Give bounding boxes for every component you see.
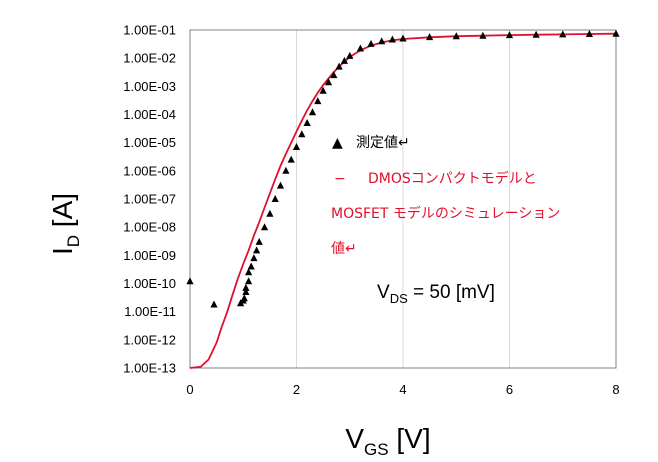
measured-markers bbox=[186, 29, 620, 308]
measured-point bbox=[388, 35, 396, 43]
measured-point bbox=[308, 108, 317, 116]
plot-frame bbox=[189, 29, 617, 369]
legend-sim-label-line3: 値↵ bbox=[331, 241, 357, 257]
measured-point bbox=[250, 254, 258, 262]
x-tick-labels: 0 2 4 6 8 bbox=[186, 382, 619, 397]
measured-point bbox=[559, 30, 567, 38]
measured-point bbox=[314, 97, 322, 105]
measured-point bbox=[399, 34, 407, 42]
measured-point bbox=[292, 143, 301, 150]
y-tick-label: 1.00E-08 bbox=[123, 220, 176, 235]
y-tick-label: 1.00E-06 bbox=[123, 163, 176, 178]
y-tick-label: 1.00E-07 bbox=[123, 192, 176, 207]
measured-point bbox=[240, 294, 248, 302]
x-tick-label: 4 bbox=[399, 382, 406, 397]
measured-point bbox=[319, 86, 327, 94]
y-tick-label: 1.00E-04 bbox=[123, 107, 176, 122]
measured-point bbox=[210, 300, 218, 308]
y-tick-label: 1.00E-09 bbox=[123, 248, 176, 263]
y-tick-label: 1.00E-01 bbox=[123, 23, 176, 38]
measured-point bbox=[276, 181, 285, 189]
measured-point bbox=[479, 31, 487, 39]
measured-point bbox=[426, 33, 434, 41]
y-tick-label: 1.00E-05 bbox=[123, 135, 176, 150]
measured-point bbox=[271, 195, 279, 202]
x-tick-label: 2 bbox=[293, 382, 300, 397]
legend-measured-label: 測定値↵ bbox=[356, 135, 410, 151]
y-tick-label: 1.00E-12 bbox=[123, 332, 176, 347]
legend: ▲ 測定値↵ − DMOSコンパクトモデルと MOSFET モデルのシミュレーシ… bbox=[331, 135, 560, 257]
y-tick-label: 1.00E-11 bbox=[124, 304, 176, 319]
y-tick-label: 1.00E-10 bbox=[123, 276, 176, 291]
measured-point bbox=[245, 277, 253, 285]
measured-point bbox=[532, 30, 540, 38]
measured-point bbox=[340, 56, 348, 64]
measured-point bbox=[282, 166, 290, 174]
measured-point bbox=[247, 262, 255, 270]
measured-point bbox=[242, 283, 250, 291]
measured-point bbox=[452, 32, 460, 40]
x-tick-label: 8 bbox=[612, 382, 619, 397]
measured-point bbox=[612, 29, 620, 37]
measured-point bbox=[287, 155, 295, 163]
x-tick-label: 0 bbox=[186, 382, 193, 397]
measured-point bbox=[260, 223, 269, 231]
measured-point bbox=[585, 30, 593, 37]
measured-point bbox=[266, 209, 274, 217]
measured-point bbox=[324, 78, 333, 86]
measured-point bbox=[186, 277, 194, 285]
y-tick-label: 1.00E-13 bbox=[123, 361, 176, 376]
legend-marker-icon: ▲ bbox=[332, 135, 343, 151]
y-tick-label: 1.00E-03 bbox=[123, 79, 176, 94]
measured-point bbox=[255, 237, 263, 245]
measured-point bbox=[298, 130, 306, 138]
measured-point bbox=[356, 44, 364, 52]
simulation-line-layer bbox=[189, 32, 617, 369]
legend-sim-label-line1: DMOSコンパクトモデルと bbox=[368, 170, 537, 187]
y-axis-title: ID [A] bbox=[47, 193, 83, 255]
measured-point bbox=[378, 37, 386, 45]
y-tick-label: 1.00E-02 bbox=[123, 51, 176, 66]
simulation-line bbox=[189, 32, 617, 369]
legend-line-icon: − bbox=[334, 171, 346, 187]
measured-point bbox=[303, 119, 311, 126]
vds-annotation: VDS = 50 [mV] bbox=[377, 282, 495, 306]
x-axis-title: VGS [V] bbox=[345, 423, 430, 459]
y-tick-labels: 1.00E-13 1.00E-12 1.00E-11 1.00E-10 1.00E-09… bbox=[123, 23, 176, 376]
x-tick-label: 6 bbox=[506, 382, 513, 397]
measured-point bbox=[242, 288, 250, 295]
measured-point bbox=[335, 62, 343, 70]
measured-point bbox=[245, 268, 253, 276]
legend-sim-label-line2: MOSFET モデルのシミュレーション bbox=[331, 205, 560, 222]
measured-point bbox=[346, 51, 354, 59]
measured-point bbox=[253, 246, 261, 254]
measured-point bbox=[367, 39, 375, 47]
measured-point bbox=[330, 71, 338, 79]
measured-point bbox=[505, 31, 514, 39]
